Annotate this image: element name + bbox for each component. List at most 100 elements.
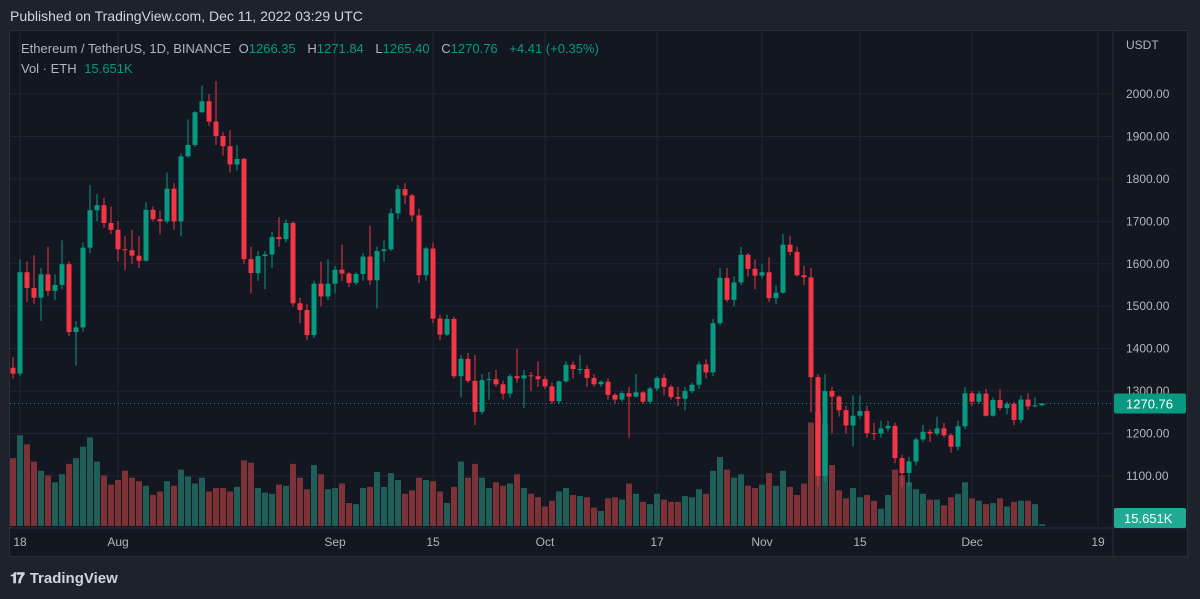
candle-body <box>185 144 191 157</box>
volume-bar <box>262 492 268 526</box>
candle-body <box>577 369 583 371</box>
volume-bar <box>73 458 79 526</box>
candle-body <box>465 358 471 381</box>
candle-body <box>234 158 240 165</box>
candle-body <box>1039 403 1045 406</box>
price-tick-label: 1400.00 <box>1126 342 1170 356</box>
volume-bar <box>962 482 968 526</box>
candle-body <box>283 223 289 240</box>
volume-bar <box>654 493 660 526</box>
volume-bar <box>640 501 646 526</box>
volume-bar <box>906 482 912 526</box>
candle-body <box>143 209 149 261</box>
volume-bar <box>248 462 254 526</box>
candle-body <box>871 433 877 435</box>
candle-body <box>990 399 996 416</box>
volume-bar <box>241 460 247 526</box>
candle-body <box>521 375 527 379</box>
candle-body <box>479 380 485 412</box>
volume-bar <box>185 476 191 526</box>
legend-high-label: H <box>307 41 317 56</box>
legend-volume-label[interactable]: Vol · ETH <box>21 61 77 76</box>
candle-body <box>346 273 352 283</box>
legend-close-label: C <box>441 41 451 56</box>
time-tick-label: 15 <box>853 535 867 549</box>
candle-body <box>822 391 828 476</box>
candle-body <box>136 255 142 261</box>
volume-bar <box>17 435 23 526</box>
candle-body <box>591 377 597 385</box>
candle-body <box>661 377 667 387</box>
candle-body <box>675 397 681 399</box>
candle-body <box>458 358 464 377</box>
candle-body <box>703 364 709 373</box>
chart-pane[interactable]: USDT 2000.00 1900.00 1800.00 1700.00 1600.00 1… <box>9 30 1188 557</box>
volume-bar <box>780 470 786 526</box>
volume-bar <box>591 507 597 526</box>
volume-bar <box>80 446 86 526</box>
volume-bar <box>255 488 261 526</box>
candle-body <box>997 399 1003 409</box>
footer-brand[interactable]: 𝟏𝟕 TradingView <box>10 570 118 587</box>
candle-body <box>906 461 912 473</box>
candle-body <box>766 272 772 299</box>
candle-body <box>38 274 44 298</box>
volume-bar <box>927 499 933 526</box>
volume-bar <box>381 486 387 526</box>
volume-bar <box>276 484 282 526</box>
candle-body <box>857 411 863 416</box>
volume-bar <box>773 485 779 526</box>
time-tick-label: Nov <box>751 535 772 549</box>
volume-bar <box>892 469 898 526</box>
candle-body <box>416 215 422 276</box>
tradingview-logo-icon: 𝟏𝟕 <box>10 570 25 587</box>
candle-body <box>1004 403 1010 409</box>
candle-body <box>101 205 107 224</box>
candle-body <box>927 431 933 434</box>
volume-bar <box>885 494 891 526</box>
volume-bar <box>899 475 905 526</box>
price-tick-label: 2000.00 <box>1126 87 1170 101</box>
candle-body <box>304 310 310 336</box>
volume-bar <box>871 500 877 526</box>
volume-bar <box>983 504 989 526</box>
candle-body <box>815 377 821 476</box>
candle-body <box>969 393 975 402</box>
candle-body <box>227 146 233 165</box>
price-tick-label: 1100.00 <box>1126 469 1169 483</box>
volume-bar <box>10 458 16 526</box>
candle-body <box>598 381 604 385</box>
legend-low-label: L <box>375 41 383 56</box>
candle-body <box>472 380 478 412</box>
volume-bar <box>605 498 611 526</box>
legend-symbol[interactable]: Ethereum / TetherUS, 1D, BINANCE <box>21 41 232 56</box>
volume-bar <box>325 489 331 526</box>
time-tick-label: 18 <box>13 535 27 549</box>
candlestick-chart[interactable]: USDT 2000.00 1900.00 1800.00 1700.00 1600.00 1… <box>10 31 1187 556</box>
volume-bar <box>304 489 310 526</box>
volume-bar <box>955 493 961 526</box>
candle-body <box>94 205 100 211</box>
published-info: Published on TradingView.com, Dec 11, 20… <box>10 8 363 24</box>
volume-bar <box>1032 504 1038 526</box>
candle-body <box>647 388 653 402</box>
time-tick-label: 17 <box>650 535 664 549</box>
candle-body <box>710 323 716 373</box>
volume-bar <box>878 508 884 526</box>
volume-bar <box>675 501 681 526</box>
volume-bar <box>38 470 44 526</box>
volume-bar <box>696 489 702 526</box>
candle-body <box>444 318 450 335</box>
volume-bar <box>1025 500 1031 526</box>
candle-body <box>696 364 702 385</box>
time-tick-label: Oct <box>536 535 555 549</box>
candle-body <box>199 101 205 113</box>
volume-bar <box>717 457 723 526</box>
candle-body <box>619 393 625 400</box>
volume-bar <box>787 486 793 526</box>
currency-label[interactable]: USDT <box>1126 38 1159 52</box>
volume-bar <box>360 488 366 526</box>
volume-bar <box>857 497 863 526</box>
legend-volume: 15.651K <box>84 61 133 76</box>
volume-bar <box>528 493 534 526</box>
